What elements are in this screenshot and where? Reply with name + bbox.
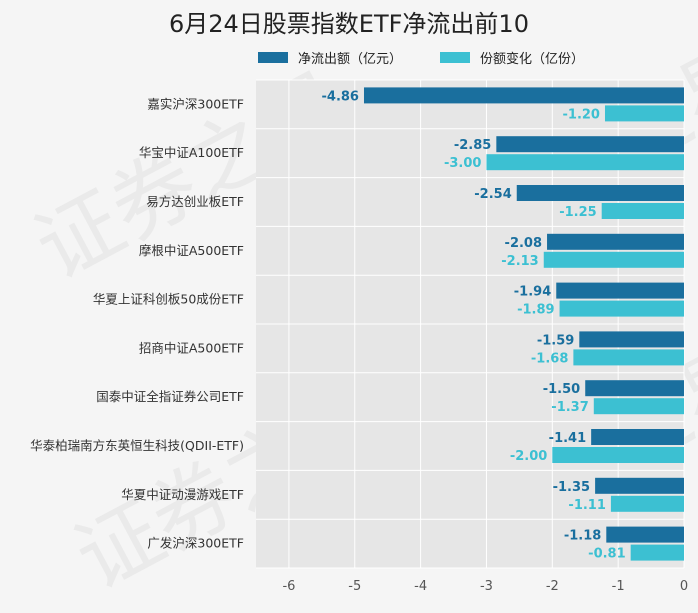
bar-share-change xyxy=(604,105,684,122)
legend-item-share-change: 份额变化（亿份） xyxy=(440,48,584,67)
bar-outflow xyxy=(556,282,684,299)
x-tick-label: -3 xyxy=(480,579,493,594)
x-tick-label: -4 xyxy=(414,579,427,594)
bar-share-change xyxy=(552,447,684,463)
bar-outflow xyxy=(579,331,684,348)
data-label: -1.25 xyxy=(559,205,596,220)
bar-share-change xyxy=(610,495,684,512)
category-label: 华夏上证科创板50成份ETF xyxy=(93,292,244,307)
data-label: -1.59 xyxy=(537,333,574,348)
legend-swatch-outflow xyxy=(258,52,288,63)
data-label: -3.00 xyxy=(444,156,481,171)
bar-outflow xyxy=(516,185,684,201)
data-label: -1.35 xyxy=(553,480,590,495)
x-tick-label: -2 xyxy=(546,579,559,594)
category-label: 摩根中证A500ETF xyxy=(139,243,244,258)
data-label: -1.37 xyxy=(551,400,588,415)
data-label: -4.86 xyxy=(322,89,359,104)
x-tick-label: 0 xyxy=(680,579,688,594)
bar-share-change xyxy=(543,251,684,268)
data-label: -2.85 xyxy=(454,138,491,153)
chart-title: 6月24日股票指数ETF净流出前10 xyxy=(169,10,529,38)
data-label: -1.94 xyxy=(514,285,551,300)
bar-share-change xyxy=(486,154,684,171)
data-label: -0.81 xyxy=(588,547,625,562)
category-label: 招商中证A500ETF xyxy=(139,340,244,355)
data-label: -1.11 xyxy=(568,498,605,513)
category-label: 广发沪深300ETF xyxy=(147,536,244,551)
data-label: -2.54 xyxy=(474,187,511,202)
data-label: -1.18 xyxy=(564,529,601,544)
x-tick-label: -6 xyxy=(282,579,295,594)
legend: 净流出额（亿元） 份额变化（亿份） xyxy=(258,48,584,67)
category-label: 华夏中证动漫游戏ETF xyxy=(121,487,244,502)
bar-share-change xyxy=(559,300,684,317)
legend-label-outflow: 净流出额（亿元） xyxy=(298,52,403,67)
x-tick-label: -5 xyxy=(348,579,361,594)
data-label: -1.89 xyxy=(517,303,554,318)
data-label: -1.41 xyxy=(549,431,586,446)
bar-outflow xyxy=(606,526,684,543)
bar-share-change xyxy=(630,544,684,561)
bar-outflow xyxy=(591,429,684,445)
bar-outflow xyxy=(547,233,684,250)
category-label: 华宝中证A100ETF xyxy=(139,145,244,160)
x-tick-label: -1 xyxy=(612,579,625,594)
bar-outflow xyxy=(496,136,684,153)
data-label: -2.08 xyxy=(505,236,542,251)
legend-label-share-change: 份额变化（亿份） xyxy=(480,52,585,67)
data-label: -2.00 xyxy=(510,449,547,464)
data-label: -2.13 xyxy=(501,254,538,269)
category-label: 国泰中证全指证券公司ETF xyxy=(96,389,244,404)
bar-outflow xyxy=(585,380,684,397)
bar-outflow xyxy=(363,87,684,104)
category-label: 华泰柏瑞南方东英恒生科技(QDII-ETF) xyxy=(30,438,244,453)
data-label: -1.68 xyxy=(531,351,568,366)
category-label: 易方达创业板ETF xyxy=(146,194,244,209)
category-label: 嘉实沪深300ETF xyxy=(147,96,244,111)
bar-outflow xyxy=(595,477,684,494)
bar-share-change xyxy=(593,398,684,415)
data-label: -1.50 xyxy=(543,382,580,397)
bar-share-change xyxy=(573,349,684,366)
data-label: -1.20 xyxy=(563,107,600,122)
bar-share-change xyxy=(601,203,684,219)
legend-swatch-share-change xyxy=(440,52,471,63)
legend-item-outflow: 净流出额（亿元） xyxy=(258,48,402,67)
